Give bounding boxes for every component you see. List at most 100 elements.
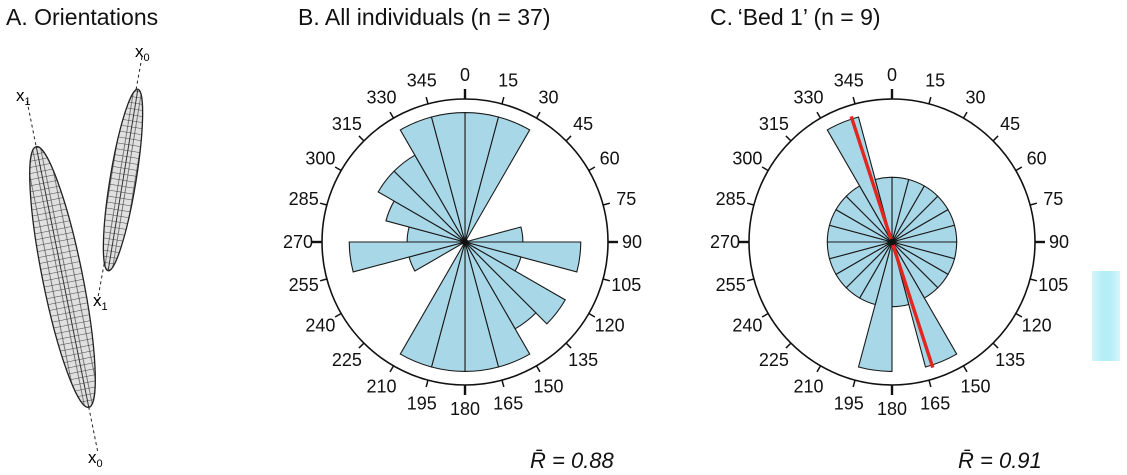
rose-c-tick-label-315: 315 bbox=[759, 114, 789, 134]
rose-c-tick-label-270: 270 bbox=[710, 232, 740, 252]
rose-b-tick-label-180: 180 bbox=[450, 399, 480, 419]
rose-c-tick-120 bbox=[1015, 312, 1023, 318]
rose-b-tick-label-255: 255 bbox=[289, 275, 319, 295]
rose-b-wedge-120 bbox=[464, 241, 566, 325]
rose-c-tick-label-150: 150 bbox=[960, 377, 990, 397]
rose-b-tick-label-270: 270 bbox=[283, 232, 313, 252]
rose-b-tick-255 bbox=[319, 278, 328, 282]
rose-c-tick-label-15: 15 bbox=[925, 71, 945, 91]
rose-c-tick-label-75: 75 bbox=[1043, 189, 1063, 209]
rose-b-centre bbox=[461, 238, 469, 246]
rose-c-tick-30 bbox=[962, 111, 968, 119]
rose-b-tick-label-345: 345 bbox=[407, 71, 437, 91]
mean-resultant-c: R̄ = 0.91 bbox=[958, 448, 1042, 473]
rose-c-tick-label-300: 300 bbox=[732, 149, 762, 169]
rose-b-tick-label-60: 60 bbox=[600, 149, 620, 169]
right-specimen bbox=[102, 88, 144, 272]
rose-b-tick-label-300: 300 bbox=[305, 149, 335, 169]
rose-c-tick-label-195: 195 bbox=[834, 393, 864, 413]
rose-b-tick-label-120: 120 bbox=[595, 316, 625, 336]
panel-a-title: A. Orientations bbox=[6, 4, 159, 30]
rose-c-tick-75 bbox=[1029, 202, 1038, 206]
rose-b-tick-165 bbox=[501, 379, 505, 388]
panel-b-title: B. All individuals (n = 37) bbox=[298, 4, 551, 30]
rose-c-tick-label-0: 0 bbox=[887, 65, 897, 85]
rose-c-tick-label-345: 345 bbox=[834, 71, 864, 91]
rose-c-tick-210 bbox=[816, 365, 822, 373]
rose-c-centre bbox=[888, 238, 896, 246]
rose-b-tick-210 bbox=[389, 365, 395, 373]
rose-b-tick-60 bbox=[588, 166, 596, 172]
rose-c-tick-label-45: 45 bbox=[1000, 114, 1020, 134]
rose-c-tick-label-120: 120 bbox=[1022, 316, 1052, 336]
label-left-bottom: x0 bbox=[88, 448, 103, 470]
rose-b-tick-30 bbox=[535, 111, 541, 119]
left-specimen bbox=[29, 145, 96, 409]
rose-b-tick-225 bbox=[358, 342, 365, 349]
rose-c-tick-label-30: 30 bbox=[965, 87, 985, 107]
rose-c-wedge-150 bbox=[891, 241, 958, 368]
rose-b-tick-285 bbox=[319, 202, 328, 206]
rose-b-tick-345 bbox=[425, 96, 429, 105]
edge-artifact bbox=[1092, 271, 1120, 361]
rose-c-tick-15 bbox=[928, 96, 932, 105]
rose-b-tick-label-150: 150 bbox=[533, 377, 563, 397]
rose-b-tick-300 bbox=[334, 166, 342, 172]
rose-b-tick-195 bbox=[425, 379, 429, 388]
rose-c-tick-315 bbox=[785, 135, 792, 142]
rose-c-tick-45 bbox=[992, 135, 999, 142]
rose-b-tick-label-315: 315 bbox=[332, 114, 362, 134]
label-right-bottom: x1 bbox=[93, 291, 108, 313]
rose-b-tick-label-195: 195 bbox=[407, 393, 437, 413]
rose-b-tick-label-105: 105 bbox=[611, 275, 641, 295]
rose-c-tick-240 bbox=[761, 312, 769, 318]
label-right-top: x0 bbox=[135, 42, 150, 64]
rose-b-tick-15 bbox=[501, 96, 505, 105]
rose-b-tick-label-90: 90 bbox=[622, 232, 642, 252]
rose-c-tick-195 bbox=[852, 379, 856, 388]
orientation-diagram: x1 x0 x0 x1 bbox=[16, 42, 150, 470]
rose-c-tick-label-285: 285 bbox=[716, 189, 746, 209]
mean-resultant-b: R̄ = 0.88 bbox=[530, 448, 614, 473]
rose-b-tick-120 bbox=[588, 312, 596, 318]
rose-b-tick-105 bbox=[602, 278, 611, 282]
rose-c-tick-label-225: 225 bbox=[759, 350, 789, 370]
rose-b-tick-315 bbox=[358, 135, 365, 142]
rose-b-tick-label-45: 45 bbox=[573, 114, 593, 134]
rose-c-tick-label-105: 105 bbox=[1038, 275, 1068, 295]
rose-b-tick-330 bbox=[389, 111, 395, 119]
rose-b-tick-label-165: 165 bbox=[493, 393, 523, 413]
panel-c-title: C. ‘Bed 1’ (n = 9) bbox=[710, 4, 881, 30]
rose-c-tick-label-255: 255 bbox=[716, 275, 746, 295]
rose-c-tick-285 bbox=[746, 202, 755, 206]
rose-c-tick-255 bbox=[746, 278, 755, 282]
rose-c-tick-345 bbox=[852, 96, 856, 105]
rose-b-tick-150 bbox=[535, 365, 541, 373]
rose-b-wedge-345 bbox=[430, 112, 466, 243]
rose-b-tick-label-225: 225 bbox=[332, 350, 362, 370]
rose-b-wedge-195 bbox=[399, 241, 466, 368]
rose-b-tick-label-0: 0 bbox=[460, 65, 470, 85]
rose-c-tick-label-135: 135 bbox=[995, 350, 1025, 370]
rose-c-tick-150 bbox=[962, 365, 968, 373]
rose-c-tick-label-60: 60 bbox=[1027, 149, 1047, 169]
rose-c-tick-label-90: 90 bbox=[1049, 232, 1069, 252]
rose-c-tick-105 bbox=[1029, 278, 1038, 282]
rose-b-tick-label-135: 135 bbox=[568, 350, 598, 370]
rose-c-tick-label-240: 240 bbox=[732, 316, 762, 336]
rose-b-tick-label-15: 15 bbox=[498, 71, 518, 91]
rose-b-wedge-255 bbox=[348, 241, 466, 273]
rose-c-tick-label-210: 210 bbox=[793, 377, 823, 397]
label-left-top: x1 bbox=[16, 86, 31, 108]
rose-b-tick-label-75: 75 bbox=[616, 189, 636, 209]
rose-b-tick-75 bbox=[602, 202, 611, 206]
rose-b-tick-135 bbox=[565, 342, 572, 349]
rose-b-tick-label-330: 330 bbox=[366, 87, 396, 107]
rose-c-tick-label-330: 330 bbox=[793, 87, 823, 107]
rose-c-tick-60 bbox=[1015, 166, 1023, 172]
rose-c-tick-label-180: 180 bbox=[877, 399, 907, 419]
rose-b-tick-label-285: 285 bbox=[289, 189, 319, 209]
rose-b-tick-45 bbox=[565, 135, 572, 142]
